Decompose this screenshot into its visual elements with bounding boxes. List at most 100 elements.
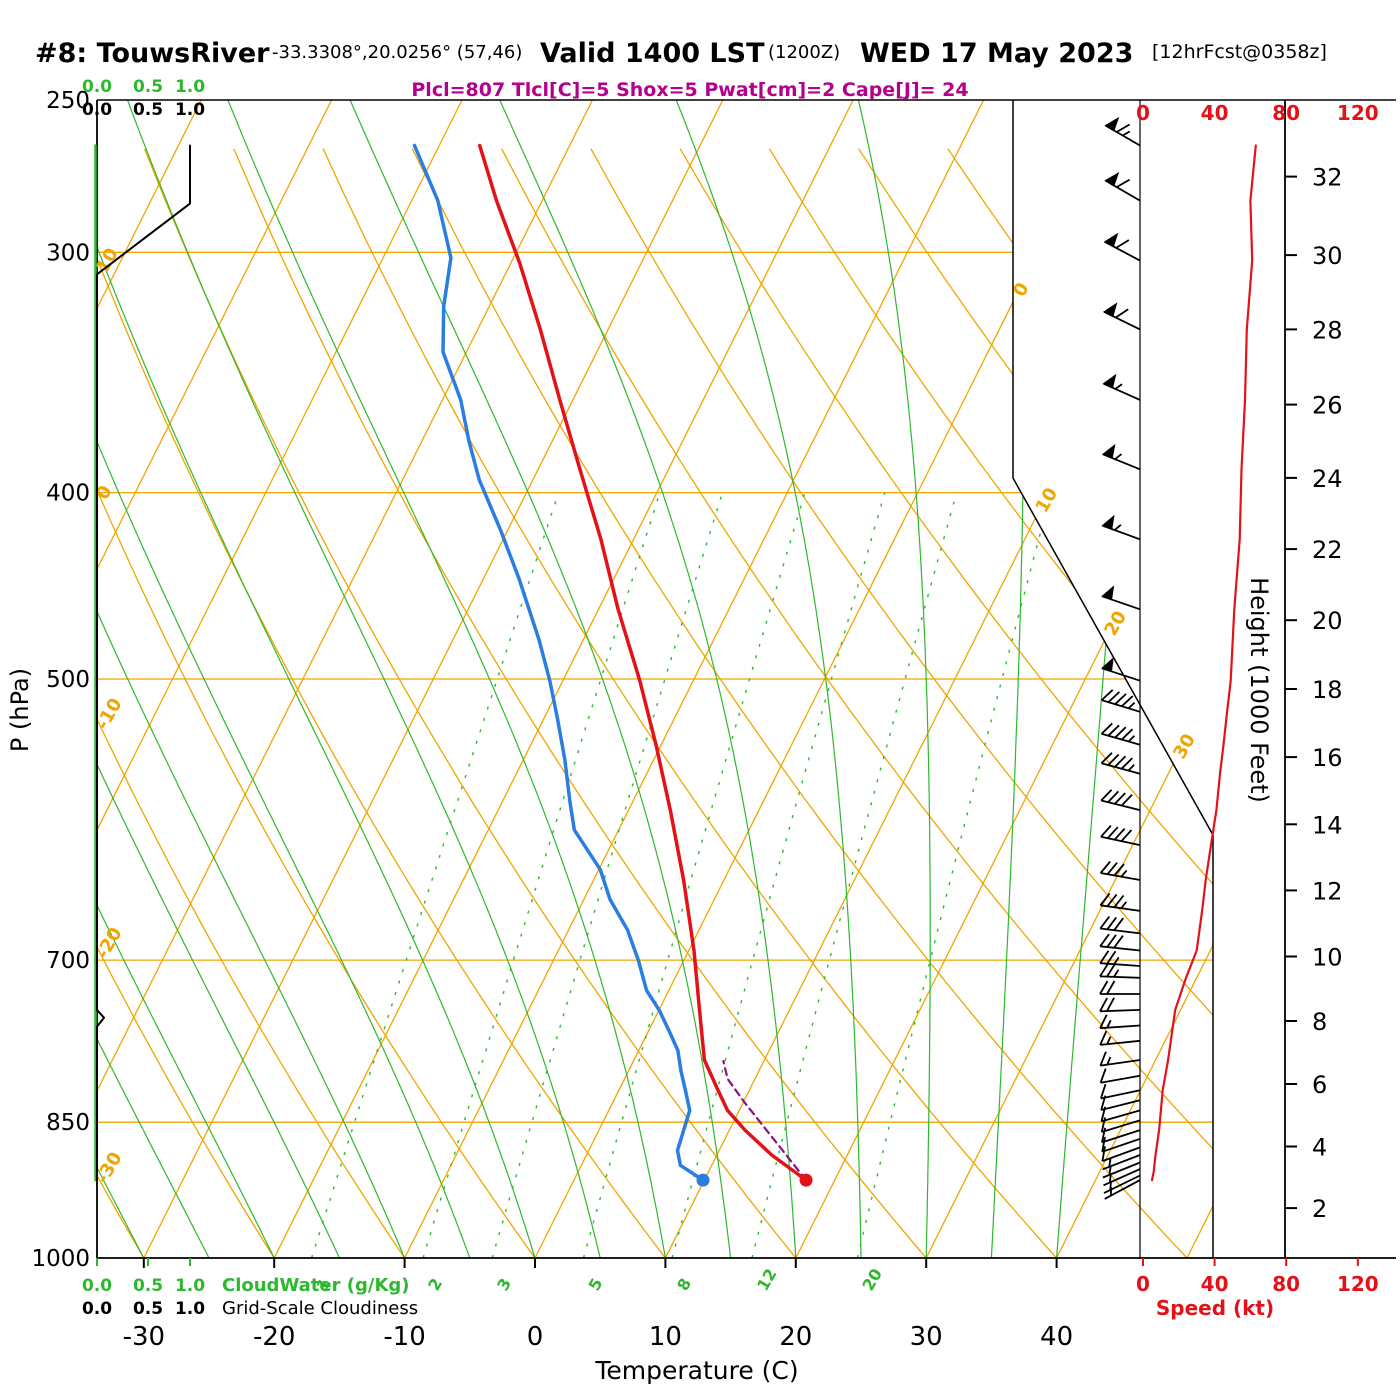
cloudiness-profile: [96, 144, 191, 1182]
wind-barb-feather: [1099, 963, 1109, 977]
wind-barb-staff: [1102, 1146, 1141, 1162]
wind-barb: [1102, 373, 1141, 401]
cloudiness-scale-top: 0.5: [133, 100, 163, 120]
wind-barb-feather: [1101, 689, 1114, 701]
wind-barb-feather: [1106, 980, 1116, 995]
wind-barb-half-feather: [1109, 1174, 1112, 1183]
wind-barb-staff: [1100, 1089, 1141, 1100]
isotherm-line: [404, 100, 985, 1258]
wind-speed-profile: [1150, 144, 1257, 1182]
dry-adiabat-line: [501, 148, 1213, 1258]
isotherm-line: [97, 100, 202, 1258]
height-tick-label: 18: [1312, 676, 1343, 704]
wind-barb-feather: [1121, 695, 1134, 707]
wind-barb-feather: [1113, 894, 1125, 908]
wind-barb-staff: [1104, 1179, 1141, 1200]
wind-barb-half-feather: [1108, 1158, 1112, 1167]
wind-barb-staff: [1100, 872, 1141, 881]
wind-barb-feather: [1113, 935, 1124, 949]
temperature-tick-label: 10: [649, 1322, 682, 1352]
mixing-ratio-label: 8: [673, 1275, 695, 1294]
height-tick-label: 12: [1312, 877, 1343, 905]
wind-barb-feather: [1099, 1014, 1108, 1029]
wind-barb-half-feather: [1108, 1166, 1112, 1176]
sounding-parameters: Plcl=807 Tlcl[C]=5 Shox=5 Pwat[cm]=2 Cap…: [411, 79, 968, 101]
wind-barb-staff: [1101, 1109, 1141, 1123]
wind-barb-half-feather: [1113, 956, 1120, 965]
mixing-ratio-label: 20: [858, 1265, 886, 1294]
wind-barb-half-feather: [1106, 1019, 1112, 1029]
isotherm-line: [1056, 100, 1213, 1258]
dry-adiabat-line: [768, 148, 1213, 1258]
speed-tick-label-top: 80: [1272, 101, 1300, 125]
wind-barb: [1100, 1106, 1141, 1123]
wind-barb-staff: [1100, 962, 1141, 967]
isotherm-edge-label: 10: [1032, 484, 1063, 516]
mixing-ratio-label: 12: [753, 1265, 781, 1294]
wind-barb-feather: [1114, 693, 1127, 705]
moist-adiabat-line: [675, 100, 862, 1258]
dry-adiabat-line: [679, 148, 1213, 1258]
wind-barb-feather: [1113, 917, 1124, 931]
surface-temperature-dot: [799, 1173, 813, 1187]
wind-barb: [1102, 1154, 1141, 1171]
parcel-path: [722, 1060, 808, 1182]
wind-barb-feather: [1099, 997, 1108, 1012]
profiles: [94, 143, 1257, 1187]
wind-barb: [1101, 1136, 1141, 1153]
wind-barb-feather: [1100, 1106, 1107, 1122]
wind-barb-feather: [1101, 1127, 1106, 1143]
cloudwater-scale-bottom: 0.5: [133, 1276, 163, 1296]
wind-barb-feather: [1099, 1068, 1107, 1084]
moist-adiabat-line: [97, 100, 536, 1258]
wind-barb-feather: [1100, 1095, 1107, 1111]
wind-barb-staff: [1102, 1161, 1141, 1179]
wind-barb: [1100, 1117, 1141, 1133]
forecast-info: [12hrFcst@0358z]: [1152, 41, 1327, 63]
moist-adiabat-line: [97, 100, 340, 1258]
wind-barb-staff: [1100, 1074, 1141, 1084]
wind-barb-feather: [1100, 1083, 1107, 1099]
wind-barb: [1099, 1030, 1141, 1046]
wind-barb-feather: [1100, 722, 1113, 735]
moist-adiabat-line: [227, 100, 666, 1258]
height-axis-title: Height (1000 Feet): [1245, 577, 1273, 803]
mixing-ratio-line: [310, 492, 560, 1258]
wind-barb-feather: [1106, 997, 1115, 1012]
plot-notch-boundary: [1012, 100, 1214, 1258]
wind-barb-half-feather: [1127, 701, 1136, 709]
wind-barb-staff: [1101, 1137, 1141, 1153]
wind-barb: [1099, 1051, 1141, 1067]
wind-barb-staff: [1100, 945, 1141, 952]
wind-barb-feather: [1107, 753, 1120, 766]
cloudwater-scale-top: 1.0: [175, 77, 205, 97]
height-tick-label: 10: [1312, 943, 1343, 971]
wind-barb-staff: [1102, 1154, 1141, 1171]
wind-barb-staff: [1103, 1168, 1141, 1187]
wind-barb-feather: [1113, 863, 1125, 877]
wind-barb-feather: [1106, 934, 1117, 948]
wind-barb-flag: [1104, 116, 1120, 132]
wind-barb-feather: [1106, 963, 1116, 978]
cloudiness-scale-top: 0.0: [82, 100, 112, 120]
speed-tick-label-top: 120: [1337, 101, 1379, 125]
wind-barb: [1100, 722, 1141, 746]
wind-barb: [1102, 302, 1141, 331]
temperature-tick-label: 30: [910, 1322, 943, 1352]
isotherm-edge-label: 30: [1169, 730, 1200, 762]
dry-adiabat-line: [322, 148, 1058, 1258]
pressure-tick-label: 850: [46, 1110, 90, 1136]
wind-barb-staff: [1100, 1099, 1141, 1111]
wind-barb-half-feather: [1113, 969, 1120, 978]
height-tick-label: 6: [1312, 1071, 1327, 1099]
temperature-tick-label: 40: [1040, 1322, 1073, 1352]
dry-adiabat-line: [411, 148, 1188, 1258]
wind-barb-flag: [1101, 585, 1115, 601]
wind-barb-staff: [1100, 1059, 1141, 1067]
wind-barb: [1099, 1014, 1141, 1030]
mixing-ratio-label: 2: [424, 1275, 446, 1294]
wind-barb: [1103, 232, 1141, 262]
height-tick-label: 30: [1312, 242, 1343, 270]
wind-barb-feather: [1120, 829, 1133, 842]
